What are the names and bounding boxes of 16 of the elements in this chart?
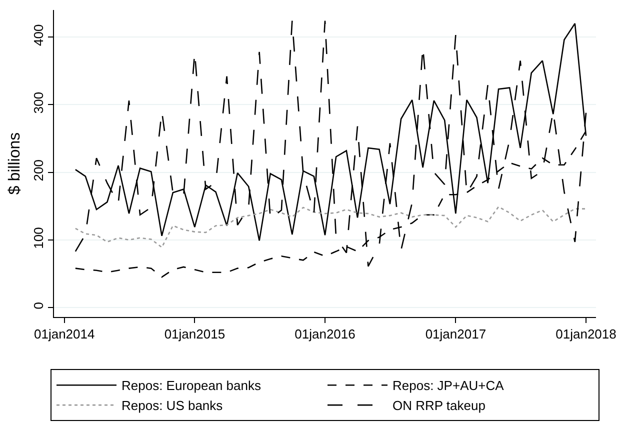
x-tick-label: 01jan2015 <box>164 326 226 342</box>
y-tick-label: 0 <box>30 302 46 310</box>
y-tick-label: 100 <box>30 227 46 249</box>
legend-label: Repos: US banks <box>122 398 224 414</box>
x-tick-label: 01jan2018 <box>556 326 616 342</box>
y-tick-label: 200 <box>30 159 46 182</box>
x-tick-label: 01jan2016 <box>294 326 356 342</box>
x-tick-label: 01jan2017 <box>425 326 486 342</box>
line-series <box>74 206 587 248</box>
y-tick-label: 400 <box>30 24 46 46</box>
x-tick-label: 01jan2014 <box>34 326 95 342</box>
y-tick-label: 300 <box>30 92 46 114</box>
legend-label: Repos: JP+AU+CA <box>392 378 504 394</box>
legend-label: Repos: European banks <box>122 378 262 394</box>
y-axis-title: $ billions <box>6 132 24 195</box>
legend-label: ON RRP takeup <box>392 398 486 414</box>
